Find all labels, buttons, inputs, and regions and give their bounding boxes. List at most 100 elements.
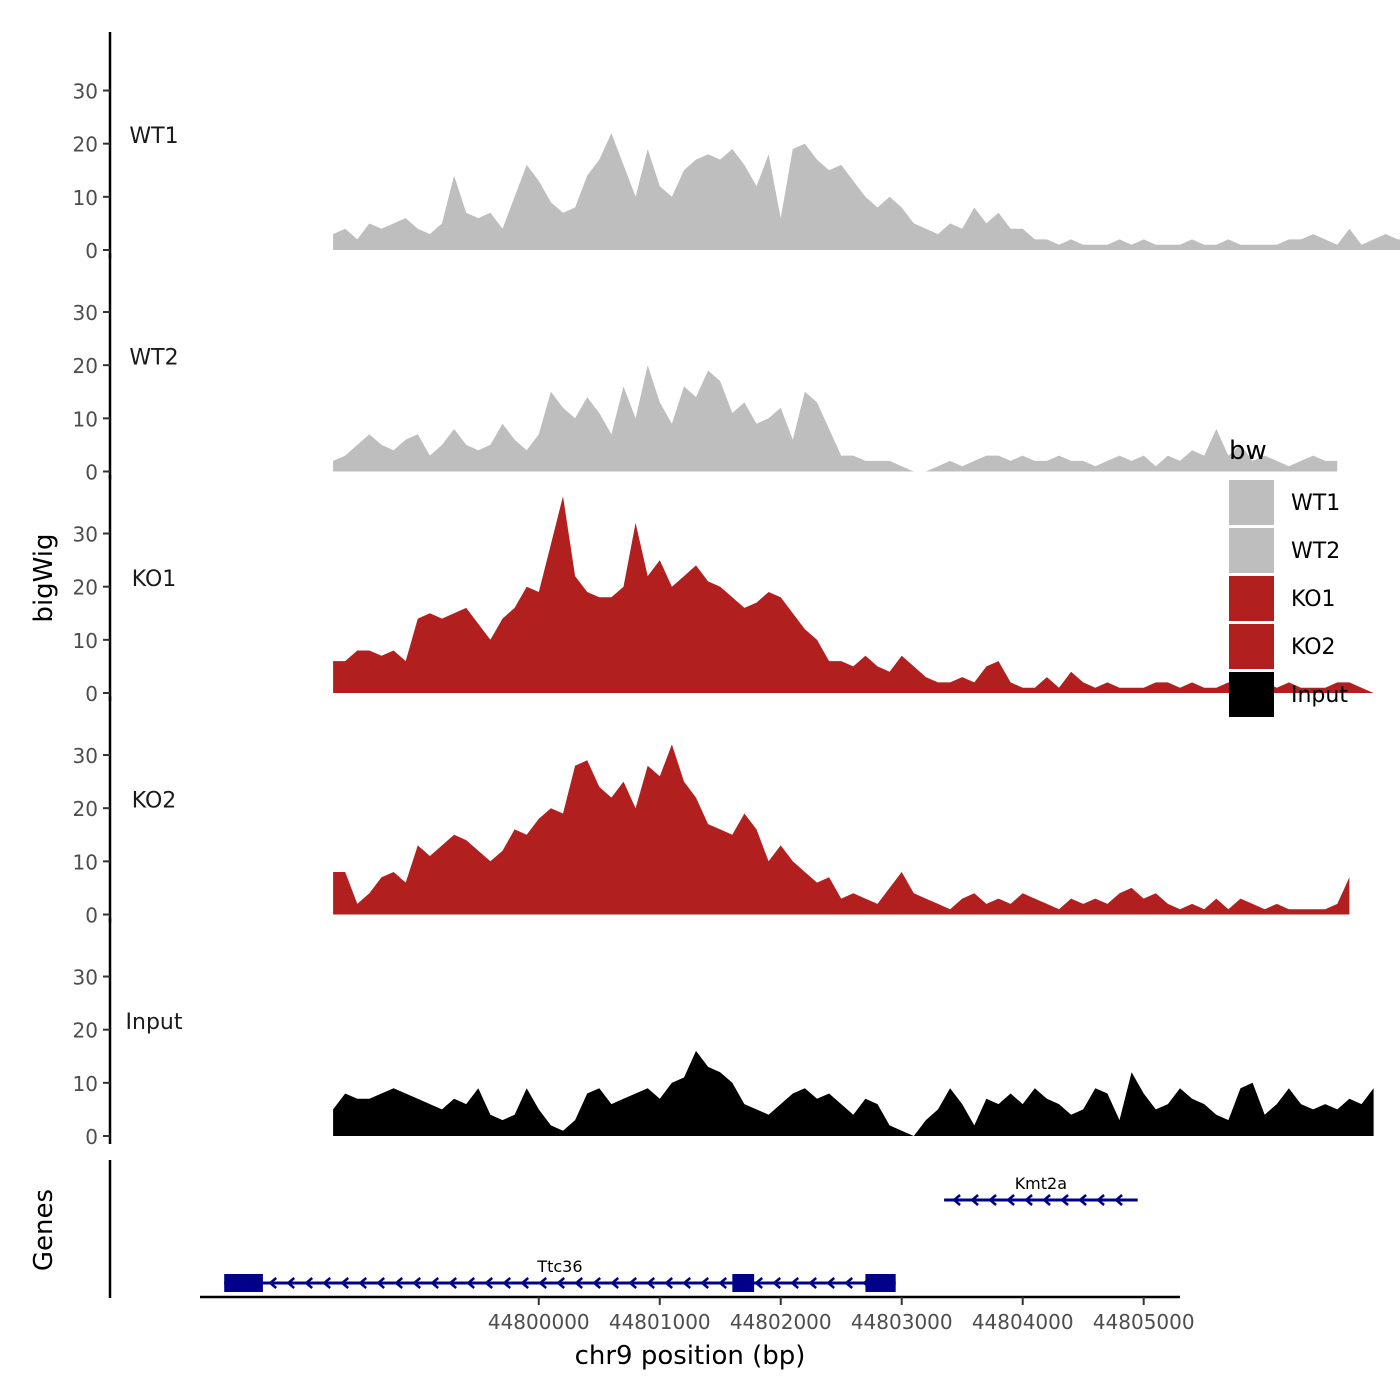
gene-ttc36: Ttc36 bbox=[224, 1257, 896, 1292]
y-tick-label-ko2-0: 0 bbox=[85, 904, 98, 928]
strand-arrow-kmt2a bbox=[1060, 1194, 1069, 1206]
strand-arrow-ttc36 bbox=[646, 1277, 655, 1289]
y-tick-label-wt2-20: 20 bbox=[73, 354, 98, 378]
strand-arrow-ttc36 bbox=[448, 1277, 457, 1289]
y-tick-label-wt1-30: 30 bbox=[73, 80, 98, 104]
strand-arrow-ttc36 bbox=[520, 1277, 529, 1289]
strand-arrow-ttc36 bbox=[808, 1277, 817, 1289]
y-tick-label-input-10: 10 bbox=[73, 1072, 98, 1096]
area-ko1 bbox=[333, 496, 1374, 693]
strand-arrow-ttc36 bbox=[430, 1277, 439, 1289]
legend-key-ko1 bbox=[1229, 576, 1274, 621]
strand-arrow-ttc36 bbox=[664, 1277, 673, 1289]
strand-arrow-ttc36 bbox=[574, 1277, 583, 1289]
genes-axis-title: Genes bbox=[29, 1189, 59, 1271]
legend-key-wt2 bbox=[1229, 528, 1274, 573]
y-tick-label-input-30: 30 bbox=[73, 966, 98, 990]
y-tick-label-ko1-0: 0 bbox=[85, 682, 98, 706]
track-panel-wt1: 0 10 20 30 WT1 bbox=[73, 32, 1400, 263]
x-tick-label-44803000: 44803000 bbox=[851, 1310, 953, 1334]
strand-arrow-ttc36 bbox=[790, 1277, 799, 1289]
y-tick-label-wt2-30: 30 bbox=[73, 301, 98, 325]
strand-arrow-ttc36 bbox=[628, 1277, 637, 1289]
y-tick-label-ko2-30: 30 bbox=[73, 744, 98, 768]
strand-arrow-kmt2a bbox=[1096, 1194, 1105, 1206]
x-tick-label-44804000: 44804000 bbox=[972, 1310, 1074, 1334]
legend-label-ko2: KO2 bbox=[1291, 635, 1336, 660]
x-tick-label-44801000: 44801000 bbox=[609, 1310, 711, 1334]
strand-arrow-ttc36 bbox=[322, 1277, 331, 1289]
strand-arrow-ttc36 bbox=[556, 1277, 565, 1289]
legend-key-ko2 bbox=[1229, 624, 1274, 669]
legend-label-wt1: WT1 bbox=[1291, 491, 1340, 516]
x-tick-label-44800000: 44800000 bbox=[488, 1310, 590, 1334]
strand-arrow-ttc36 bbox=[358, 1277, 367, 1289]
track-panel-input: 0 10 20 30 Input bbox=[73, 918, 1374, 1149]
track-panel-ko1: 0 10 20 30 KO1 bbox=[73, 475, 1374, 706]
strand-arrow-kmt2a bbox=[970, 1194, 979, 1206]
y-tick-label-input-20: 20 bbox=[73, 1019, 98, 1043]
strand-arrow-kmt2a bbox=[1078, 1194, 1087, 1206]
genes-panel: Ttc36 Kmt2a bbox=[108, 1160, 1138, 1298]
strand-arrow-ttc36 bbox=[286, 1277, 295, 1289]
legend-label-wt2: WT2 bbox=[1291, 539, 1340, 564]
strand-arrow-ttc36 bbox=[592, 1277, 601, 1289]
strand-arrow-ttc36 bbox=[826, 1277, 835, 1289]
legend-title: bw bbox=[1229, 436, 1267, 466]
strand-arrow-ttc36 bbox=[700, 1277, 709, 1289]
strand-arrow-ttc36 bbox=[502, 1277, 511, 1289]
gene-label-kmt2a: Kmt2a bbox=[1015, 1174, 1067, 1193]
gene-label-ttc36: Ttc36 bbox=[536, 1257, 582, 1276]
strand-arrow-kmt2a bbox=[988, 1194, 997, 1206]
strand-arrow-ttc36 bbox=[610, 1277, 619, 1289]
y-tick-label-ko2-10: 10 bbox=[73, 850, 98, 874]
area-wt1 bbox=[333, 133, 1400, 250]
strand-arrow-kmt2a bbox=[1042, 1194, 1051, 1206]
y-tick-label-ko2-20: 20 bbox=[73, 797, 98, 821]
track-label-wt2: WT2 bbox=[129, 346, 178, 371]
track-label-ko1: KO1 bbox=[132, 567, 177, 592]
y-tick-label-wt2-10: 10 bbox=[73, 407, 98, 431]
track-panel-ko2: 0 10 20 30 KO2 bbox=[73, 696, 1350, 928]
strand-arrow-ttc36 bbox=[268, 1277, 277, 1289]
y-tick-label-ko1-10: 10 bbox=[73, 629, 98, 653]
strand-arrow-kmt2a bbox=[1114, 1194, 1123, 1206]
track-label-wt1: WT1 bbox=[129, 124, 178, 149]
x-axis: 44800000 44801000 44802000 44803000 44804000… bbox=[200, 1295, 1195, 1334]
legend-key-input bbox=[1229, 672, 1274, 717]
strand-arrow-ttc36 bbox=[340, 1277, 349, 1289]
strand-arrow-kmt2a bbox=[952, 1194, 961, 1206]
strand-arrow-ttc36 bbox=[538, 1277, 547, 1289]
legend: bw WT1 WT2 KO1 KO2 Input bbox=[1229, 436, 1348, 717]
exon-ttc36-1 bbox=[224, 1274, 263, 1292]
y-tick-label-wt1-0: 0 bbox=[85, 239, 98, 263]
area-input bbox=[333, 1050, 1374, 1136]
strand-arrow-ttc36 bbox=[844, 1277, 853, 1289]
strand-arrow-ttc36 bbox=[772, 1277, 781, 1289]
area-ko2 bbox=[333, 744, 1350, 915]
legend-label-ko1: KO1 bbox=[1291, 587, 1336, 612]
strand-arrow-ttc36 bbox=[376, 1277, 385, 1289]
y-tick-label-input-0: 0 bbox=[85, 1125, 98, 1149]
y-tick-label-ko1-30: 30 bbox=[73, 523, 98, 547]
y-axis-title: bigWig bbox=[29, 533, 59, 622]
track-panels: 0 10 20 30 WT1 0 10 20 30 WT2 0 10 20 30 KO1 0 10 20 30 KO2… bbox=[73, 32, 1400, 1149]
strand-arrow-ttc36 bbox=[718, 1277, 727, 1289]
strand-arrow-ttc36 bbox=[394, 1277, 403, 1289]
strand-arrow-ttc36 bbox=[484, 1277, 493, 1289]
strand-arrow-ttc36 bbox=[466, 1277, 475, 1289]
y-tick-label-wt1-20: 20 bbox=[73, 133, 98, 157]
legend-key-wt1 bbox=[1229, 480, 1274, 525]
x-tick-label-44805000: 44805000 bbox=[1093, 1310, 1195, 1334]
exon-ttc36-2 bbox=[732, 1274, 755, 1292]
strand-arrow-ttc36 bbox=[682, 1277, 691, 1289]
y-tick-label-wt2-0: 0 bbox=[85, 461, 98, 485]
area-wt2 bbox=[333, 365, 1338, 472]
track-label-ko2: KO2 bbox=[132, 789, 177, 814]
exon-ttc36-3 bbox=[865, 1274, 896, 1292]
gene-kmt2a: Kmt2a bbox=[944, 1174, 1138, 1206]
track-label-input: Input bbox=[126, 1010, 183, 1035]
y-tick-label-wt1-10: 10 bbox=[73, 186, 98, 210]
strand-arrow-kmt2a bbox=[1006, 1194, 1015, 1206]
